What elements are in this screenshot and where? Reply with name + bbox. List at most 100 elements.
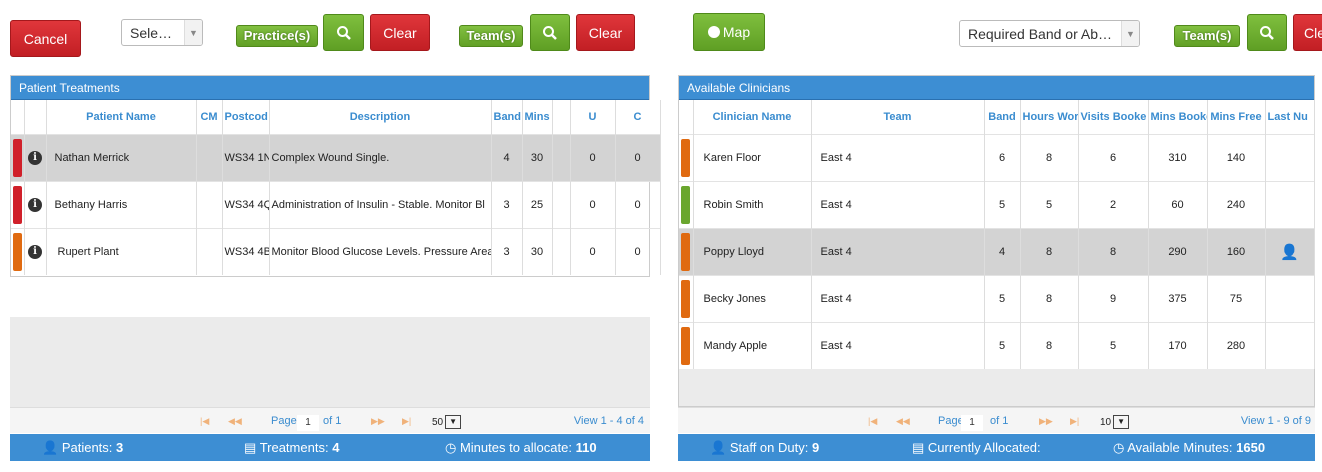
col-c[interactable]: C: [615, 100, 661, 134]
table-row[interactable]: Robin Smith East 4 5 5 2 60 240: [679, 180, 1315, 228]
table-row[interactable]: i Bethany Harris WS34 4Q Administration of …: [11, 180, 661, 228]
clear-team-button[interactable]: Clear: [576, 14, 635, 51]
col-visits-booked[interactable]: Visits Booke: [1078, 100, 1149, 134]
practice-select-value: Sele…: [130, 24, 173, 41]
band-select-value: Required Band or Ab…: [968, 25, 1112, 42]
c-cell: 0: [615, 180, 661, 228]
band-cell: 4: [984, 227, 1021, 275]
col-mins-booked[interactable]: Mins Booke: [1148, 100, 1208, 134]
mins-cell: 30: [522, 227, 553, 275]
team-search-button-right[interactable]: [1247, 14, 1287, 51]
col-status: [679, 100, 694, 134]
treatments-footer: 👤 Patients: 3 ▤ Treatments: 4 ◷ Minutes …: [10, 434, 650, 461]
col-description[interactable]: Description: [269, 100, 492, 134]
treatments-table: Patient Name CM Postcod Description Band…: [11, 100, 661, 275]
available-count: 1650: [1236, 440, 1266, 455]
col-info: [24, 100, 47, 134]
col-patient-name[interactable]: Patient Name: [46, 100, 197, 134]
available-stat: ◷ Available Minutes: 1650: [1113, 434, 1265, 461]
table-row[interactable]: i Rupert Plant WS34 4B Monitor Blood Glucos…: [11, 227, 661, 275]
clinicians-table: Clinician Name Team Band Hours Wor Visit…: [679, 100, 1315, 369]
col-band[interactable]: Band: [984, 100, 1021, 134]
team-filter-button-right[interactable]: Team(s): [1174, 25, 1240, 47]
patient-name: Rupert Plant: [46, 227, 197, 275]
col-postcode[interactable]: Postcod: [222, 100, 270, 134]
view-count: View 1 - 4 of 4: [573, 415, 644, 427]
info-icon[interactable]: i: [28, 150, 42, 165]
status-bar: [681, 138, 691, 177]
table-row[interactable]: Poppy Lloyd East 4 4 8 8 290 160 👤: [679, 227, 1315, 275]
clear-button-right[interactable]: Cle: [1293, 14, 1322, 51]
col-u[interactable]: U: [570, 100, 616, 134]
patient-name: Bethany Harris: [46, 180, 197, 228]
col-band[interactable]: Band: [491, 100, 523, 134]
team-cell: East 4: [811, 227, 985, 275]
col-last-number[interactable]: Last Nu: [1265, 100, 1315, 134]
first-page-icon[interactable]: |◀: [868, 416, 878, 426]
mins-cell: 30: [522, 133, 553, 181]
prev-page-icon[interactable]: ◀◀: [228, 416, 242, 426]
chevron-down-icon: ▼: [184, 20, 202, 45]
prev-page-icon[interactable]: ◀◀: [896, 416, 910, 426]
col-cm[interactable]: CM: [196, 100, 223, 134]
team-search-button[interactable]: [530, 14, 570, 51]
u-cell: 0: [570, 180, 616, 228]
page-input[interactable]: 1: [297, 415, 319, 431]
postcode-cell: WS34 1N: [222, 133, 270, 181]
col-mins[interactable]: Mins: [522, 100, 553, 134]
next-page-icon[interactable]: ▶▶: [371, 416, 385, 426]
cancel-button[interactable]: Cancel: [10, 20, 81, 57]
page-of: of 1: [323, 415, 342, 427]
table-row[interactable]: Karen Floor East 4 6 8 6 310 140: [679, 133, 1315, 181]
next-page-icon[interactable]: ▶▶: [1039, 416, 1053, 426]
per-page-value: 50: [432, 416, 444, 428]
page-label: Page: [938, 415, 964, 427]
hours-cell: 8: [1020, 274, 1079, 322]
page-input[interactable]: 1: [961, 415, 983, 431]
col-hours-worked[interactable]: Hours Wor: [1020, 100, 1079, 134]
practice-filter-button[interactable]: Practice(s): [236, 25, 318, 47]
person-icon[interactable]: 👤: [1280, 243, 1299, 261]
patient-name: Nathan Merrick: [46, 133, 197, 181]
team-filter-button[interactable]: Team(s): [459, 25, 523, 47]
practice-search-button[interactable]: [323, 14, 364, 51]
col-status: [11, 100, 25, 134]
team-cell: East 4: [811, 133, 985, 181]
info-icon[interactable]: i: [28, 197, 42, 212]
info-icon[interactable]: i: [28, 244, 42, 259]
clinician-name: Mandy Apple: [693, 321, 812, 369]
visits-cell: 6: [1078, 133, 1149, 181]
status-cell: [679, 227, 694, 275]
table-row[interactable]: Mandy Apple East 4 5 8 5 170 280: [679, 321, 1315, 369]
mins-booked-cell: 375: [1148, 274, 1208, 322]
band-select[interactable]: Required Band or Ab… ▼: [959, 20, 1140, 47]
hours-cell: 8: [1020, 227, 1079, 275]
chevron-down-icon: ▼: [1121, 21, 1139, 46]
mins-free-cell: 240: [1207, 180, 1266, 228]
postcode-cell: WS34 4Q: [222, 180, 270, 228]
col-clinician-name[interactable]: Clinician Name: [693, 100, 812, 134]
staff-label: Staff on Duty:: [729, 440, 809, 455]
col-team[interactable]: Team: [811, 100, 985, 134]
status-cell: [11, 133, 25, 181]
per-page-select[interactable]: 10 ▼: [1100, 415, 1130, 429]
first-page-icon[interactable]: |◀: [200, 416, 210, 426]
table-row[interactable]: Becky Jones East 4 5 8 9 375 75: [679, 274, 1315, 322]
mins-booked-cell: 290: [1148, 227, 1208, 275]
per-page-select[interactable]: 50 ▼: [432, 415, 462, 429]
cm-cell: [196, 133, 223, 181]
last-page-icon[interactable]: ▶|: [402, 416, 412, 426]
map-button[interactable]: Map: [693, 13, 765, 51]
clear-practice-button[interactable]: Clear: [370, 14, 430, 51]
mins-cell: 25: [522, 180, 553, 228]
info-cell: i: [24, 180, 47, 228]
table-row[interactable]: i Nathan Merrick WS34 1N Complex Wound Sing…: [11, 133, 661, 181]
practice-select[interactable]: Sele… ▼: [121, 19, 203, 46]
col-mins-free[interactable]: Mins Free: [1207, 100, 1266, 134]
search-icon: [543, 26, 557, 40]
status-bar: [13, 185, 22, 224]
last-page-icon[interactable]: ▶|: [1070, 416, 1080, 426]
clinicians-pager: |◀ ◀◀ Page 1 of 1 ▶▶ ▶| 10 ▼ View 1 - 9 o…: [678, 407, 1315, 433]
treatments-empty-area: [10, 317, 650, 407]
clinicians-footer: 👤 Staff on Duty: 9 ▤ Currently Allocated…: [678, 434, 1315, 461]
